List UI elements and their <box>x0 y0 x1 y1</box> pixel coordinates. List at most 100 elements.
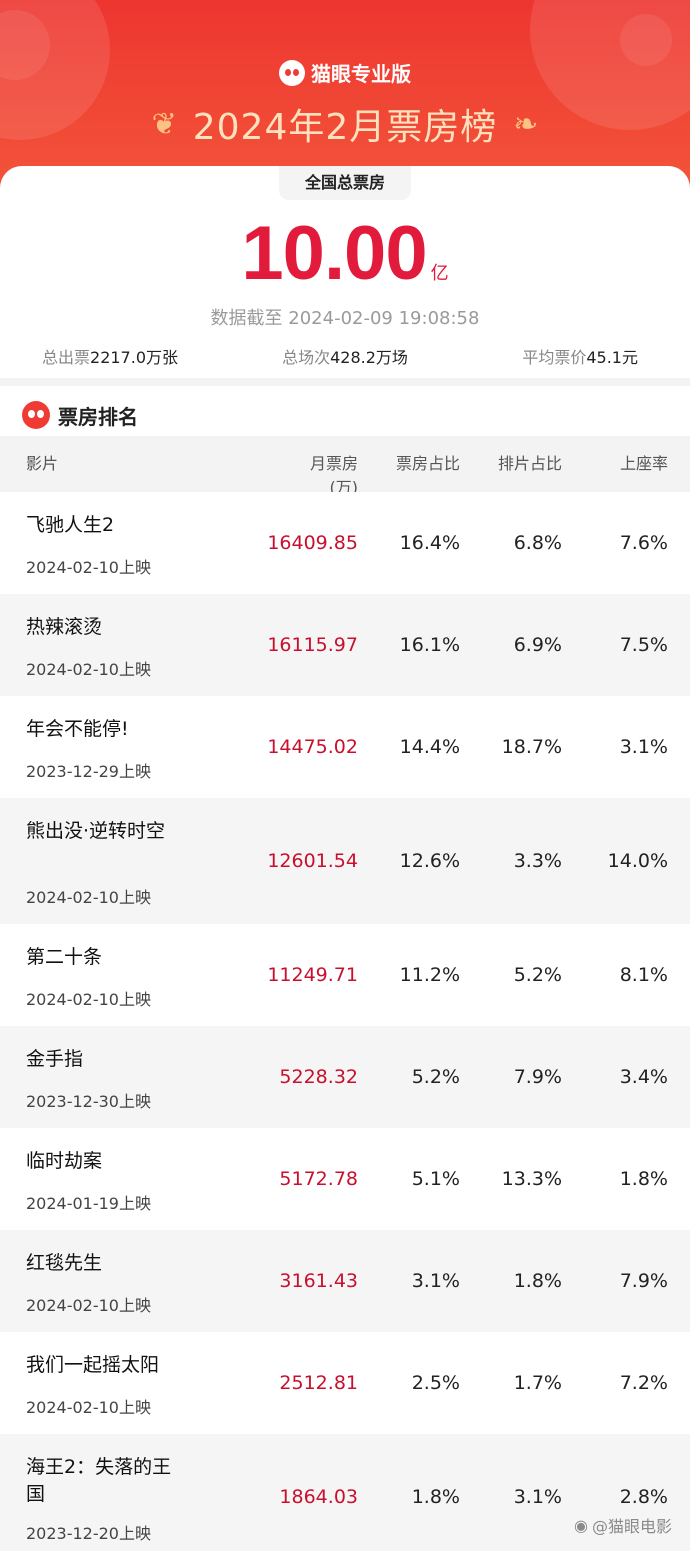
box-office-share: 1.8% <box>411 1486 460 1508</box>
col-revenue: 月票房 (万) <box>309 454 358 497</box>
film-name: 红毯先生 <box>26 1252 103 1274</box>
showtime-share: 7.9% <box>513 1066 562 1088</box>
occupancy-rate: 3.4% <box>619 1066 668 1088</box>
box-office-share: 14.4% <box>399 736 460 758</box>
table-row[interactable]: 我们一起摇太阳 2024-02-10上映 2512.81 2.5% 1.7% 7… <box>0 1332 690 1434</box>
table-row[interactable]: 临时劫案 2024-01-19上映 5172.78 5.1% 13.3% 1.8… <box>0 1128 690 1230</box>
col-film: 影片 <box>26 454 59 473</box>
showtime-share: 3.3% <box>513 850 562 872</box>
release-date: 2024-02-10上映 <box>26 660 151 679</box>
month-revenue: 16115.97 <box>267 634 358 656</box>
release-date: 2024-02-10上映 <box>26 888 151 907</box>
total-value: 10.00 <box>241 211 427 296</box>
film-name: 飞驰人生2 <box>26 514 115 536</box>
table-header: 影片 月票房 (万) 票房占比 排片占比 上座率 <box>0 436 690 497</box>
table-row[interactable]: 海王2：失落的王国 2023-12-20上映 1864.03 1.8% 3.1%… <box>0 1434 690 1551</box>
showtime-share: 3.1% <box>513 1486 562 1508</box>
col-box-office-share: 票房占比 <box>395 454 460 473</box>
showtime-share: 13.3% <box>501 1168 562 1190</box>
occupancy-rate: 7.6% <box>619 532 668 554</box>
occupancy-rate: 3.1% <box>619 736 668 758</box>
laurel-right-icon: ❧ <box>513 106 539 142</box>
month-revenue: 5172.78 <box>279 1168 358 1190</box>
box-office-share: 3.1% <box>411 1270 460 1292</box>
table-row[interactable]: 熊出没·逆转时空 2024-02-10上映 12601.54 12.6% 3.3… <box>0 798 690 924</box>
table-row[interactable]: 热辣滚烫 2024-02-10上映 16115.97 16.1% 6.9% 7.… <box>0 594 690 696</box>
decor-circle <box>620 14 672 66</box>
table-row[interactable]: 红毯先生 2024-02-10上映 3161.43 3.1% 1.8% 7.9% <box>0 1230 690 1332</box>
film-name: 第二十条 <box>26 946 103 968</box>
stat-tickets: 总出票2217.0万张 <box>42 348 179 367</box>
table-row[interactable]: 第二十条 2024-02-10上映 11249.71 11.2% 5.2% 8.… <box>0 924 690 1026</box>
box-office-share: 5.2% <box>411 1066 460 1088</box>
box-office-share: 16.4% <box>399 532 460 554</box>
release-date: 2024-02-10上映 <box>26 1296 151 1315</box>
showtime-share: 18.7% <box>501 736 562 758</box>
month-revenue: 11249.71 <box>267 964 358 986</box>
brand: 猫眼专业版 <box>0 58 690 87</box>
showtime-share: 1.8% <box>513 1270 562 1292</box>
month-revenue: 14475.02 <box>267 736 358 758</box>
total-box-office-tag: 全国总票房 <box>279 166 411 200</box>
release-date: 2024-02-10上映 <box>26 990 151 1009</box>
month-revenue: 1864.03 <box>279 1486 358 1508</box>
showtime-share: 6.9% <box>513 634 562 656</box>
summary-card: 全国总票房 10.00 亿 数据截至 2024-02-09 19:08:58 总出… <box>0 166 690 378</box>
ranking-section: 票房排名 影片 月票房 (万) 票房占比 排片占比 上座率 飞驰人生2 2024… <box>0 386 690 1551</box>
col-showtime-share: 排片占比 <box>497 454 562 473</box>
box-office-share: 5.1% <box>411 1168 460 1190</box>
box-office-share: 12.6% <box>399 850 460 872</box>
month-revenue: 3161.43 <box>279 1270 358 1292</box>
showtime-share: 6.8% <box>513 532 562 554</box>
watermark: ◉ @猫眼电影 <box>574 1513 672 1537</box>
release-date: 2023-12-20上映 <box>26 1524 151 1543</box>
table-row[interactable]: 金手指 2023-12-30上映 5228.32 5.2% 7.9% 3.4% <box>0 1026 690 1128</box>
film-name: 我们一起摇太阳 <box>26 1354 160 1376</box>
page-title: 2024年2月票房榜 <box>192 107 498 148</box>
total-unit: 亿 <box>430 263 449 284</box>
occupancy-rate: 7.9% <box>619 1270 668 1292</box>
title-row: ❦ 2024年2月票房榜 ❧ <box>0 98 690 150</box>
brand-name: 猫眼专业版 <box>311 62 411 86</box>
section-header: 票房排名 <box>22 400 138 430</box>
update-timestamp: 数据截至 2024-02-09 19:08:58 <box>210 308 480 329</box>
release-date: 2024-02-10上映 <box>26 1398 151 1417</box>
month-revenue: 16409.85 <box>267 532 358 554</box>
showtime-share: 1.7% <box>513 1372 562 1394</box>
month-revenue: 5228.32 <box>279 1066 358 1088</box>
table-row[interactable]: 年会不能停! 2023-12-29上映 14475.02 14.4% 18.7%… <box>0 696 690 798</box>
film-name: 金手指 <box>26 1048 84 1070</box>
release-date: 2023-12-29上映 <box>26 762 151 781</box>
film-name: 热辣滚烫 <box>26 616 103 638</box>
occupancy-rate: 1.8% <box>619 1168 668 1190</box>
stat-shows: 总场次428.2万场 <box>282 348 408 367</box>
col-occupancy: 上座率 <box>619 454 668 473</box>
watermark-text: @猫眼电影 <box>591 1517 672 1536</box>
occupancy-rate: 14.0% <box>607 850 668 872</box>
month-revenue: 12601.54 <box>267 850 358 872</box>
release-date: 2023-12-30上映 <box>26 1092 151 1111</box>
summary-stats: 总出票2217.0万张 总场次428.2万场 平均票价45.1元 <box>0 344 690 370</box>
showtime-share: 5.2% <box>513 964 562 986</box>
film-name: 临时劫案 <box>26 1150 103 1172</box>
box-office-share: 2.5% <box>411 1372 460 1394</box>
box-office-share: 16.1% <box>399 634 460 656</box>
film-name: 熊出没·逆转时空 <box>26 820 166 842</box>
month-revenue: 2512.81 <box>279 1372 358 1394</box>
occupancy-rate: 8.1% <box>619 964 668 986</box>
release-date: 2024-01-19上映 <box>26 1194 151 1213</box>
occupancy-rate: 7.5% <box>619 634 668 656</box>
box-office-share: 11.2% <box>399 964 460 986</box>
total-box-office: 10.00 亿 <box>0 210 690 297</box>
release-date: 2024-02-10上映 <box>26 558 151 577</box>
occupancy-rate: 2.8% <box>619 1486 668 1508</box>
maoyan-cat-icon <box>22 401 50 429</box>
maoyan-logo-icon <box>279 59 305 86</box>
laurel-left-icon: ❦ <box>151 106 177 142</box>
weibo-icon: ◉ <box>574 1515 588 1535</box>
stat-avg-price: 平均票价45.1元 <box>522 348 638 367</box>
table-body: 飞驰人生2 2024-02-10上映 16409.85 16.4% 6.8% 7… <box>0 492 690 1551</box>
film-name: 海王2：失落的王国 <box>26 1456 172 1505</box>
table-row[interactable]: 飞驰人生2 2024-02-10上映 16409.85 16.4% 6.8% 7… <box>0 492 690 594</box>
section-title: 票房排名 <box>58 404 138 429</box>
